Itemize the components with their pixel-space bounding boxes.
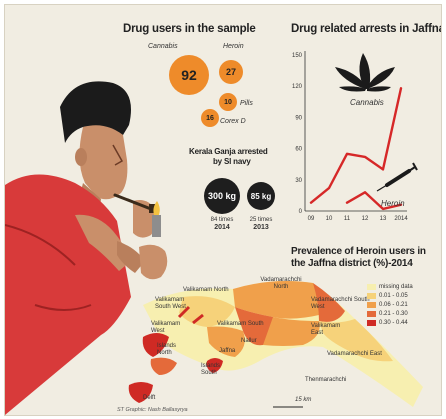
cannabis-leaf-icon — [335, 53, 395, 92]
series-line-heroin — [345, 191, 403, 211]
legend-row-3: 0.21 - 0.30 — [367, 311, 408, 317]
region-thenmarachchi: Thenmarachchi — [305, 377, 347, 383]
region-vadamarachchi-east: Vadamarachchi East — [327, 351, 382, 357]
sample-title: Drug users in the sample — [123, 23, 256, 35]
legend-swatch-3 — [367, 311, 376, 317]
series-line-cannabis — [309, 87, 403, 204]
y-tick-label: 150 — [292, 53, 303, 59]
map-title-line1: Prevalence of Heroin users in — [291, 246, 426, 257]
bubble-cannabis-value: 92 — [181, 67, 197, 83]
bubble-heroin: 27 — [219, 60, 243, 84]
legend-swatch-4 — [367, 320, 376, 326]
region-jaffna: Jaffna — [219, 348, 236, 354]
y-tick-label: 60 — [295, 147, 302, 153]
map-scale: 15 km — [295, 397, 312, 403]
bubble-corex-value: 16 — [206, 114, 214, 122]
bubble-label-pills: Pills — [240, 100, 253, 107]
bubble-cannabis: 92 — [169, 55, 209, 95]
x-tick-label: 13 — [380, 216, 387, 222]
bubble-label-heroin: Heroin — [223, 43, 244, 50]
kerala-times-2013: 25 times — [249, 217, 273, 223]
x-tick-label: 10 — [326, 216, 333, 222]
y-tick-label: 90 — [295, 115, 302, 121]
series-label-heroin: Heroin — [381, 199, 405, 208]
bubble-pills-value: 10 — [224, 98, 232, 106]
legend-label-0: missing data — [379, 284, 413, 290]
legend-row-0: missing data — [367, 284, 413, 290]
x-tick-label: 09 — [308, 216, 315, 222]
y-tick-label: 120 — [292, 84, 303, 90]
y-tick-label: 0 — [299, 209, 303, 215]
region-valikamam-north: Valikamam North — [183, 287, 229, 293]
y-tick-label: 30 — [295, 178, 302, 184]
arrests-line-chart: 0 30 60 90 120 150 09 10 11 12 13 2014 — [292, 51, 418, 222]
x-tick-label: 12 — [362, 216, 369, 222]
kerala-title-line1: Kerala Ganja arrested — [189, 147, 268, 156]
kerala-title-line2: by Sl navy — [213, 157, 251, 166]
legend-swatch-0 — [367, 284, 376, 290]
region-vadamarachchi-north: Vadamarachchi North — [260, 277, 302, 290]
kerala-caption-2013: 25 times 2013 — [241, 217, 281, 231]
infographic-panel: Drug users in the sample Cannabis Heroin… — [4, 4, 442, 416]
legend-label-2: 0.06 - 0.21 — [379, 302, 408, 308]
region-valikamam-west: Valikamam West — [151, 321, 181, 334]
legend-swatch-1 — [367, 293, 376, 299]
region-islands-south: Islands South — [201, 363, 221, 376]
region-valikamam-south-west: Valikamam South West — [155, 297, 186, 310]
kerala-amount-2013: 85 kg — [250, 191, 272, 201]
graphic-credit: ST Graphic: Nash Ballasyrya — [117, 407, 188, 413]
legend-swatch-2 — [367, 302, 376, 308]
region-nallur: Nallur — [241, 338, 257, 344]
kerala-circle-2014: 300 kg — [204, 178, 240, 214]
syringe-icon — [376, 162, 418, 192]
kerala-year-2014: 2014 — [214, 224, 230, 231]
kerala-caption-2014: 84 times 2014 — [202, 217, 242, 231]
kerala-amount-2014: 300 kg — [207, 191, 237, 201]
legend-label-3: 0.21 - 0.30 — [379, 311, 408, 317]
bubble-corex: 16 — [201, 109, 219, 127]
region-islands-north: Islands North — [157, 343, 177, 356]
legend-label-4: 0.30 - 0.44 — [379, 320, 408, 326]
x-tick-label: 2014 — [394, 216, 408, 222]
legend-row-1: 0.01 - 0.05 — [367, 293, 408, 299]
bubble-label-corex: Corex D — [220, 118, 246, 125]
jaffna-map — [128, 281, 423, 408]
bubble-heroin-value: 27 — [225, 67, 236, 77]
region-valikamam-south: Valikamam South — [217, 321, 264, 327]
x-tick-label: 11 — [344, 216, 351, 222]
legend-row-2: 0.06 - 0.21 — [367, 302, 408, 308]
kerala-year-2013: 2013 — [253, 224, 269, 231]
smoker-illustration — [5, 81, 168, 415]
series-label-cannabis: Cannabis — [350, 98, 384, 107]
kerala-circle-2013: 85 kg — [247, 182, 275, 210]
bubble-label-cannabis: Cannabis — [148, 43, 178, 50]
region-valikamam-east: Valikamam East — [311, 323, 341, 336]
kerala-times-2014: 84 times — [210, 217, 234, 223]
legend-label-1: 0.01 - 0.05 — [379, 293, 408, 299]
legend-row-4: 0.30 - 0.44 — [367, 320, 408, 326]
map-title-line2: the Jaffna district (%)-2014 — [291, 258, 413, 269]
region-vadamarachchi-south-west: Vadamarachchi South West — [311, 297, 370, 310]
chart-title: Drug related arrests in Jaffna — [291, 23, 442, 35]
region-delft: Delft — [143, 395, 156, 401]
bubble-pills: 10 — [219, 93, 237, 111]
